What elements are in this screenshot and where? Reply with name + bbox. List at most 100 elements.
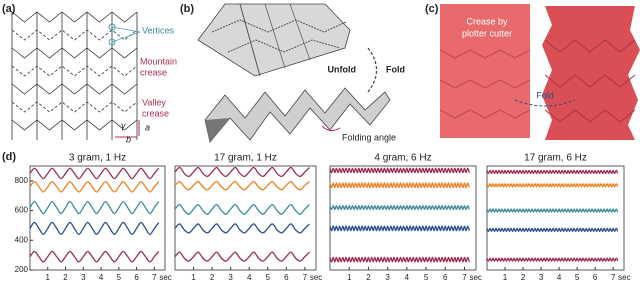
x-tick-label: 5: [575, 273, 580, 282]
annotation: crease: [142, 108, 169, 118]
fold-arrow: [367, 47, 378, 93]
x-tick-label: 6: [284, 273, 289, 282]
data-line: [486, 227, 619, 233]
photo-flat: [440, 4, 530, 138]
x-tick-label: 1: [46, 273, 51, 282]
crease: [544, 109, 636, 123]
chart-title: 17 gram, 6 Hz: [524, 153, 587, 164]
crease: [239, 3, 261, 77]
photo-folded: [542, 6, 640, 140]
chart-title: 17 gram, 1 Hz: [214, 153, 277, 164]
folded-face: [205, 118, 230, 142]
crease: [544, 74, 636, 88]
crease: [211, 19, 347, 33]
crease: [439, 49, 531, 59]
annotation: Fold: [386, 64, 405, 74]
x-tick-label: 2: [63, 273, 68, 282]
panel-label: (a): [2, 3, 16, 15]
x-tick-label: 6: [134, 273, 139, 282]
annotation: crease: [140, 67, 167, 77]
crease: [544, 39, 636, 53]
annotation: a: [145, 122, 150, 132]
data-line: [329, 182, 470, 189]
x-tick-label: 2: [366, 273, 371, 282]
y-tick-label: 600: [15, 206, 29, 215]
x-tick-label: 4: [99, 273, 104, 282]
data-line: [329, 256, 470, 263]
annotation: Fold: [536, 90, 554, 100]
data-line: [329, 205, 470, 211]
x-axis-label: sec: [618, 273, 630, 282]
data-line: [29, 167, 160, 180]
x-tick-label: 1: [347, 273, 352, 282]
crease: [439, 79, 531, 89]
x-tick-label: 6: [593, 273, 598, 282]
plot-frame: [29, 165, 166, 271]
fold-arrow: [514, 99, 576, 107]
data-line: [329, 225, 470, 232]
x-axis-label: sec: [310, 273, 322, 282]
data-line: [29, 221, 160, 235]
x-axis-label: sec: [469, 273, 481, 282]
x-tick-label: 1: [191, 273, 196, 282]
x-tick-label: 3: [385, 273, 390, 282]
annotation: b: [126, 134, 131, 144]
annotation: Mountain: [140, 56, 177, 66]
crease: [264, 3, 286, 69]
annotation: Vertices: [142, 25, 175, 35]
annotation: Folding angle: [342, 132, 396, 142]
chart-title: 3 gram, 1 Hz: [69, 153, 126, 164]
crease-line: [11, 29, 138, 41]
x-tick-label: 5: [424, 273, 429, 282]
x-tick-label: 7: [152, 273, 157, 282]
x-tick-label: 7: [611, 273, 616, 282]
y-tick-label: 800: [15, 176, 29, 185]
crease-line: [11, 65, 138, 77]
annotation: Valley: [142, 97, 166, 107]
crease-line: [11, 119, 138, 131]
data-line: [29, 250, 160, 263]
x-tick-label: 2: [210, 273, 215, 282]
crease: [439, 109, 531, 119]
crease: [289, 3, 311, 61]
annotation: plotter cutter: [462, 28, 512, 38]
x-tick-label: 6: [443, 273, 448, 282]
y-tick-label: 400: [15, 235, 29, 244]
data-line: [486, 208, 619, 213]
data-line: [29, 201, 160, 215]
crease-line: [11, 47, 138, 59]
panel-label: (d): [2, 151, 16, 163]
x-tick-label: 5: [117, 273, 122, 282]
pointer: [111, 31, 141, 43]
x-tick-label: 3: [228, 273, 233, 282]
angle-arc: [321, 125, 341, 132]
x-tick-label: 2: [521, 273, 526, 282]
pointer: [111, 26, 141, 33]
x-axis-label: sec: [159, 273, 171, 282]
data-line: [486, 169, 619, 175]
x-tick-label: 5: [266, 273, 271, 282]
data-line: [174, 180, 310, 191]
annotation: γ: [121, 120, 126, 130]
panel-label: (c): [425, 3, 439, 15]
data-line: [329, 167, 470, 174]
crease-line: [11, 101, 138, 113]
x-tick-label: 4: [405, 273, 410, 282]
annotation: Unfold: [328, 64, 357, 74]
data-line: [174, 251, 310, 262]
x-tick-label: 3: [539, 273, 544, 282]
data-line: [174, 223, 310, 234]
panel-a-pattern: [11, 11, 138, 140]
x-tick-label: 1: [503, 273, 508, 282]
annotation: Crease by: [466, 16, 508, 26]
plot-frame: [486, 165, 625, 271]
plot-frame: [329, 165, 477, 271]
folded-sheet: [204, 87, 391, 143]
vertex: [108, 38, 116, 46]
x-tick-label: 3: [81, 273, 86, 282]
data-line: [174, 203, 310, 215]
data-line: [486, 183, 619, 188]
data-line: [174, 166, 310, 178]
